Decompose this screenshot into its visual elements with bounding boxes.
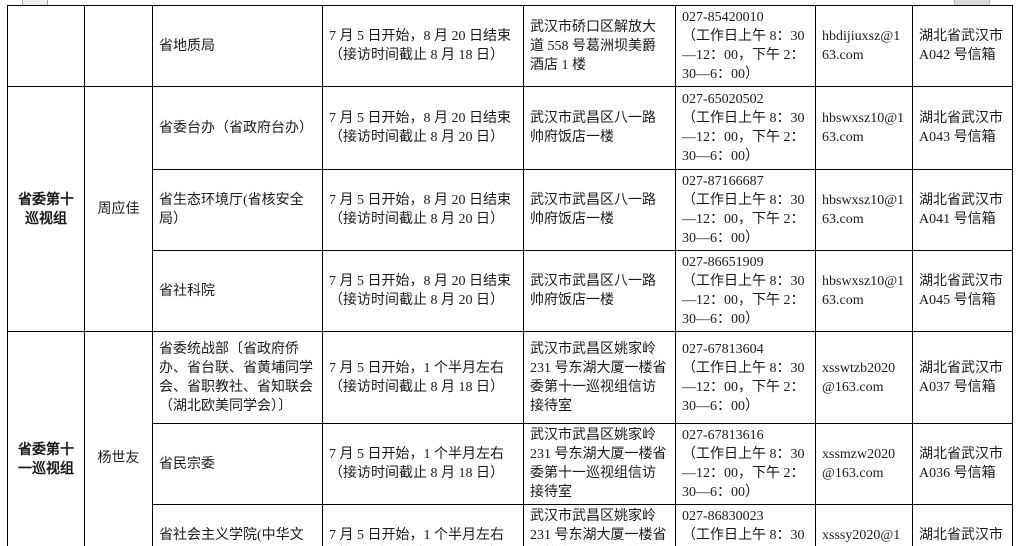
phone-cell: 027-85420010 （工作日上午 8：30—12：00，下午 2：30—6… (675, 5, 816, 87)
phone-number: 027-87166687 (682, 174, 764, 189)
table-row: 省民宗委 7 月 5 日开始，1 个半月左右 （接访时间截止 8 月 18 日）… (8, 423, 1013, 505)
org-cell: 省地质局 (152, 5, 323, 87)
table-row: 省社会主义学院(中华文化学院） 7 月 5 日开始，1 个半月左右 （接访时间截… (8, 504, 1013, 546)
phone-cell: 027-67813616 （工作日上午 8：30—12：00，下午 2：30—6… (675, 423, 816, 505)
phone-hours: （工作日上午 8：30—12：00，下午 2：30—6：00） (682, 193, 805, 246)
time-cell: 7 月 5 日开始，1 个半月左右 （接访时间截止 8 月 18 日） (322, 504, 524, 546)
pobox-cell: 湖北省武汉市 A036 号信箱 (912, 423, 1013, 505)
leader-cell (84, 5, 153, 87)
org-cell: 省委台办（省政府台办） (152, 86, 323, 170)
time-line-1: 7 月 5 日开始，1 个半月左右 (329, 447, 504, 462)
time-cell: 7 月 5 日开始，8 月 20 日结束 （接访时间截止 8 月 18 日） (322, 5, 524, 87)
time-line-2: （接访时间截止 8 月 20 日） (329, 293, 504, 308)
email-cell: xssmzw2020@163.com (815, 423, 913, 505)
address-cell: 武汉市武昌区八一路帅府饭店一楼 (523, 169, 676, 251)
org-cell: 省社科院 (152, 250, 323, 332)
phone-hours: （工作日上午 8：30—12：00，下午 2：30—6：00） (682, 528, 805, 543)
pobox-cell: 湖北省武汉市 A042 号信箱 (912, 5, 1013, 87)
phone-number: 027-67813616 (682, 428, 764, 443)
time-line-2: （接访时间截止 8 月 20 日） (329, 130, 504, 145)
address-cell: 武汉市武昌区姚家岭 231 号东湖大厦一楼省委第十一巡视组信访接待室 (523, 331, 676, 424)
group-cell (7, 5, 85, 87)
time-line-1: 7 月 5 日开始，1 个半月左右 (329, 360, 504, 376)
org-cell: 省生态环境厅(省核安全局） (152, 169, 323, 251)
time-line-1: 7 月 5 日开始，8 月 20 日结束 (329, 111, 511, 126)
group-cell: 省委第十一巡视组 (7, 331, 85, 546)
phone-cell: 027-87166687 （工作日上午 8：30—12：00，下午 2：30—6… (675, 169, 816, 251)
time-cell: 7 月 5 日开始，8 月 20 日结束 （接访时间截止 8 月 20 日） (322, 86, 524, 170)
phone-cell: 027-67813604 （工作日上午 8：30—12：00，下午 2：30—6… (675, 331, 816, 424)
phone-hours: （工作日上午 8：30—12：00，下午 2：30—6：00） (682, 29, 805, 82)
pobox-cell: 湖北省武汉市 A045 号信箱 (912, 250, 1013, 332)
address-cell: 武汉市武昌区八一路帅府饭店一楼 (523, 86, 676, 170)
table-row: 省委第十一巡视组 杨世友 省委统战部〔省政府侨办、省台联、省黄埔同学会、省职教社… (7, 331, 1013, 546)
time-cell: 7 月 5 日开始，1 个半月左右 （接访时间截止 8 月 18 日） (322, 423, 524, 505)
email-cell: xsswtzb2020@163.com (815, 331, 913, 424)
time-cell: 7 月 5 日开始，8 月 20 日结束 （接访时间截止 8 月 20 日） (322, 169, 524, 251)
time-line-2: （接访时间截止 8 月 18 日） (329, 48, 504, 63)
time-cell: 7 月 5 日开始，1 个半月左右 （接访时间截止 8 月 18 日） (322, 331, 524, 424)
time-line-1: 7 月 5 日开始，1 个半月左右 (329, 528, 504, 543)
phone-cell: 027-86651909 （工作日上午 8：30—12：00，下午 2：30—6… (675, 250, 816, 332)
group-cell: 省委第十巡视组 (7, 86, 85, 332)
time-cell: 7 月 5 日开始，8 月 20 日结束 （接访时间截止 8 月 20 日） (322, 250, 524, 332)
leader-cell: 周应佳 (84, 86, 153, 332)
time-line-1: 7 月 5 日开始，8 月 20 日结束 (329, 274, 511, 289)
email-cell: xsssy2020@163.com (815, 504, 913, 546)
org-cell: 省社会主义学院(中华文化学院） (152, 504, 323, 546)
phone-hours: （工作日上午 8：30—12：00，下午 2：30—6：00） (682, 447, 805, 500)
leader-cell: 杨世友 (84, 331, 153, 546)
phone-hours: （工作日上午 8：30—12：00，下午 2：30—6：00） (682, 274, 805, 327)
email-cell: hbswxsz10@163.com (815, 86, 913, 170)
phone-hours: （工作日上午 8：30—12：00，下午 2：30—6：00） (682, 360, 805, 414)
time-line-1: 7 月 5 日开始，8 月 20 日结束 (329, 193, 511, 208)
table-row: 省地质局 7 月 5 日开始，8 月 20 日结束 （接访时间截止 8 月 18… (7, 5, 1013, 87)
phone-number: 027-86830023 (682, 509, 764, 524)
org-cell: 省民宗委 (152, 423, 323, 505)
time-line-2: （接访时间截止 8 月 18 日） (329, 379, 504, 395)
pobox-cell: 湖北省武汉市 A041 号信箱 (912, 169, 1013, 251)
time-line-2: （接访时间截止 8 月 20 日） (329, 212, 504, 227)
address-cell: 武汉市武昌区姚家岭 231 号东湖大厦一楼省委第十一巡视组信访接待室 (523, 423, 676, 505)
phone-number: 027-85420010 (682, 10, 764, 25)
pobox-cell: 湖北省武汉市 A035 号信箱 (912, 504, 1013, 546)
pobox-cell: 湖北省武汉市 A037 号信箱 (912, 331, 1013, 424)
address-cell: 武汉市武昌区八一路帅府饭店一楼 (523, 250, 676, 332)
phone-hours: （工作日上午 8：30—12：00，下午 2：30—6：00） (682, 111, 805, 164)
email-cell: hbdijiuxsz@163.com (815, 5, 913, 87)
inspection-groups-table: 省地质局 7 月 5 日开始，8 月 20 日结束 （接访时间截止 8 月 18… (7, 5, 1013, 546)
table-row: 省委第十巡视组 周应佳 省委台办（省政府台办） 7 月 5 日开始，8 月 20… (7, 86, 1013, 332)
pobox-cell: 湖北省武汉市 A043 号信箱 (912, 86, 1013, 170)
address-cell: 武汉市硚口区解放大道 558 号葛洲坝美爵酒店 1 楼 (523, 5, 676, 87)
phone-number: 027-65020502 (682, 92, 764, 107)
phone-number: 027-67813604 (682, 341, 764, 357)
phone-cell: 027-86830023 （工作日上午 8：30—12：00，下午 2：30—6… (675, 504, 816, 546)
address-cell: 武汉市武昌区姚家岭 231 号东湖大厦一楼省委第十一巡视组信访接待室 (523, 504, 676, 546)
table-row: 省生态环境厅(省核安全局） 7 月 5 日开始，8 月 20 日结束 （接访时间… (8, 169, 1013, 251)
org-cell: 省委统战部〔省政府侨办、省台联、省黄埔同学会、省职教社、省知联会（湖北欧美同学会… (152, 331, 323, 424)
phone-number: 027-86651909 (682, 255, 764, 270)
time-line-2: （接访时间截止 8 月 18 日） (329, 466, 504, 481)
email-cell: hbswxsz10@163.com (815, 169, 913, 251)
time-line-1: 7 月 5 日开始，8 月 20 日结束 (329, 29, 511, 44)
phone-cell: 027-65020502 （工作日上午 8：30—12：00，下午 2：30—6… (675, 86, 816, 170)
email-cell: hbswxsz10@163.com (815, 250, 913, 332)
table-row: 省社科院 7 月 5 日开始，8 月 20 日结束 （接访时间截止 8 月 20… (8, 250, 1013, 332)
